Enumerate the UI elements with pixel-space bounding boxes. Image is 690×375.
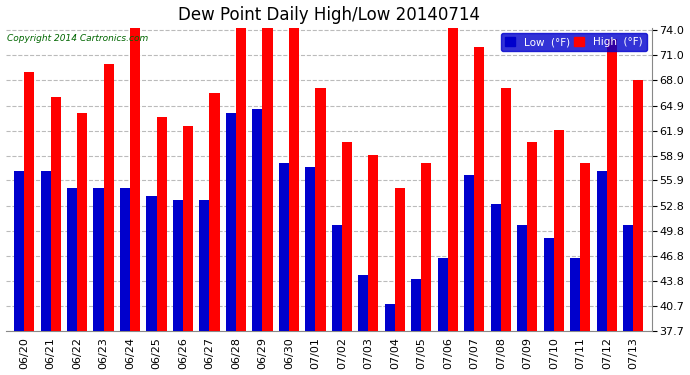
Bar	[173, 200, 183, 331]
Bar	[93, 188, 104, 331]
Bar	[633, 80, 643, 331]
Title: Dew Point Daily High/Low 20140714: Dew Point Daily High/Low 20140714	[178, 6, 480, 24]
Bar	[157, 117, 166, 331]
Bar	[210, 93, 219, 331]
Bar	[14, 171, 24, 331]
Bar	[395, 188, 405, 331]
Bar	[315, 88, 326, 331]
Bar	[279, 163, 289, 331]
Bar	[385, 304, 395, 331]
Bar	[24, 72, 34, 331]
Bar	[580, 163, 591, 331]
Bar	[199, 200, 210, 331]
Bar	[120, 188, 130, 331]
Bar	[183, 126, 193, 331]
Bar	[236, 26, 246, 331]
Text: Copyright 2014 Cartronics.com: Copyright 2014 Cartronics.com	[7, 34, 148, 43]
Bar	[226, 113, 236, 331]
Bar	[411, 279, 422, 331]
Bar	[41, 171, 50, 331]
Bar	[597, 171, 607, 331]
Bar	[437, 258, 448, 331]
Bar	[289, 22, 299, 331]
Bar	[332, 225, 342, 331]
Bar	[368, 154, 379, 331]
Bar	[448, 22, 458, 331]
Bar	[491, 204, 501, 331]
Bar	[253, 109, 262, 331]
Bar	[358, 275, 368, 331]
Legend: Low  (°F), High  (°F): Low (°F), High (°F)	[501, 33, 647, 51]
Bar	[501, 88, 511, 331]
Bar	[67, 188, 77, 331]
Bar	[422, 163, 431, 331]
Bar	[544, 237, 554, 331]
Bar	[262, 26, 273, 331]
Bar	[464, 176, 474, 331]
Bar	[527, 142, 538, 331]
Bar	[474, 47, 484, 331]
Bar	[104, 63, 114, 331]
Bar	[50, 97, 61, 331]
Bar	[518, 225, 527, 331]
Bar	[342, 142, 352, 331]
Bar	[306, 167, 315, 331]
Bar	[77, 113, 87, 331]
Bar	[130, 22, 140, 331]
Bar	[623, 225, 633, 331]
Bar	[607, 39, 617, 331]
Bar	[146, 196, 157, 331]
Bar	[554, 130, 564, 331]
Bar	[570, 258, 580, 331]
